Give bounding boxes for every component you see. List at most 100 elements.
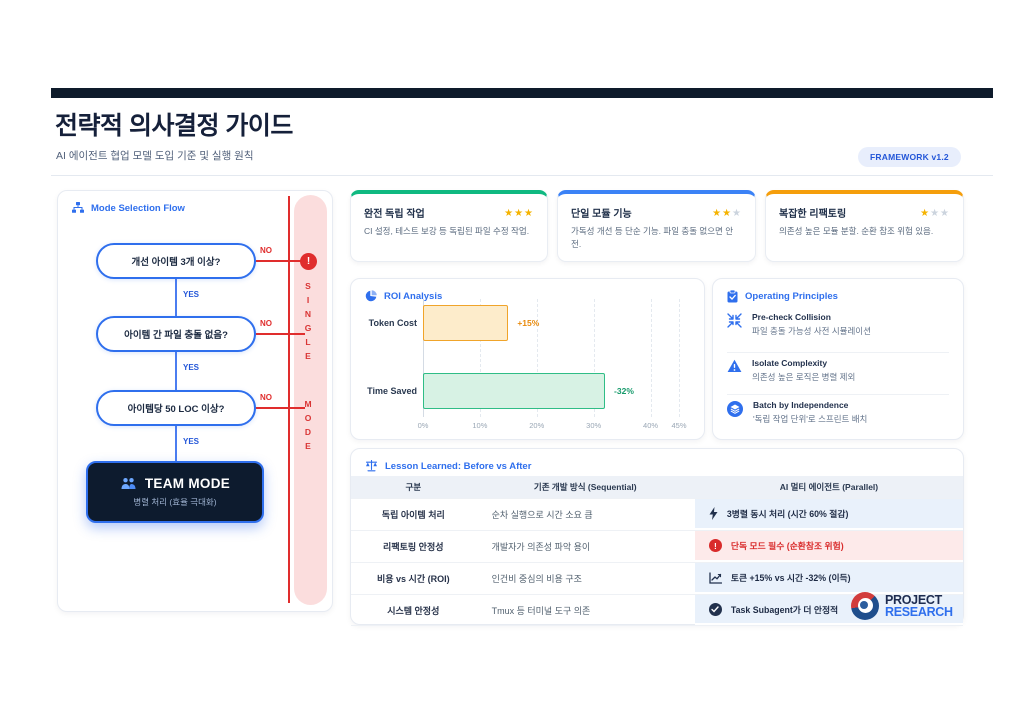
star-rating: ★★★ [712,208,742,219]
roi-plot [423,299,680,417]
check-circle-icon [708,602,722,616]
row-after-text: Task Subagent가 더 안정적 [730,604,839,615]
logo-globe-icon [851,592,879,620]
row-label: 리팩토링 안정성 [383,542,444,552]
single-mode-word-1: SINGLE [303,281,313,365]
bar-category-label: Time Saved [367,386,417,396]
ops-divider [727,352,949,353]
header-divider [51,175,993,176]
ops-panel-title: Operating Principles [745,291,838,302]
logo-line1: PROJECT [885,592,942,607]
card-complex-refactoring: 복잡한 리팩토링 ★★★ 의존성 높은 모듈 분할. 순환 참조 위험 있음. [765,190,964,262]
page-subtitle: AI 에이전트 협업 모델 도입 기준 및 실행 원칙 [56,150,254,162]
no-connector [256,333,305,335]
card-title: 복잡한 리팩토링 [779,208,847,220]
roi-analysis-panel: ROI Analysis Token Cost Time Saved +15% … [350,278,705,440]
token-cost-bar [423,305,509,341]
team-mode-subtitle: 병렬 처리 (효율 극대화) [133,497,217,507]
flow-connector [175,352,177,390]
alert-icon: ! [300,253,317,270]
yes-label: YES [183,437,200,446]
row-before: 개발자가 의존성 파악 용이 [491,542,591,552]
operating-principles-panel: Operating Principles Pre-check Collision… [712,278,964,440]
top-accent-bar [51,88,993,98]
column-header: AI 멀티 에이전트 (Parallel) [779,482,879,492]
logo-line2: RESEARCH [885,605,953,619]
scale-icon [365,460,378,472]
row-after-text: 3병렬 동시 처리 (시간 60% 절감) [726,509,849,519]
roi-xaxis: 0% 10% 20% 30% 40% 45% [417,421,687,430]
principle-desc: 파일 충돌 가능성 사전 시뮬레이션 [752,326,871,336]
table-row: 비용 vs 시간 (ROI) 인건비 중심의 비용 구조 토큰 +15% vs … [351,562,963,594]
sitemap-icon [72,202,84,213]
flow-panel-title: Mode Selection Flow [91,202,185,214]
decision-node-loc: 아이템당 50 LOC 이상? [96,390,256,426]
bolt-icon [709,507,718,520]
principle-item: Pre-check Collision 파일 충돌 가능성 사전 시뮬레이션 [727,312,951,337]
table-panel-title: Lesson Learned: Before vs After [385,460,532,472]
yes-label: YES [183,363,200,372]
table-row: 독립 아이템 처리 순차 실행으로 시간 소요 큼 3병렬 동시 처리 (시간 … [351,498,963,530]
single-mode-word-2: MODE [303,399,313,455]
no-connector [256,407,305,409]
card-description: 의존성 높은 모듈 분할. 순환 참조 위험 있음. [779,226,934,236]
ops-divider [727,394,949,395]
row-after-text: 토큰 +15% vs 시간 -32% (이득) [730,573,851,583]
principle-title: Isolate Complexity [752,358,828,368]
flow-connector [175,279,177,316]
clipboard-check-icon [727,290,738,303]
star-rating: ★★★ [504,208,534,219]
row-after: ! 단독 모드 필수 (순환참조 위험) [694,531,963,562]
decision-node-items: 개선 아이템 3개 이상? [96,243,256,279]
project-research-logo: PROJECT RESEARCH [851,592,953,620]
compress-icon [727,313,742,328]
framework-version-badge: FRAMEWORK v1.2 [858,147,961,167]
row-label: 독립 아이템 처리 [381,510,445,520]
ops-panel-header: Operating Principles [727,290,838,303]
yes-label: YES [183,290,200,299]
token-cost-value: +15% [517,318,540,328]
card-description: 가독성 개선 등 단순 기능. 파일 충돌 없으면 안전. [571,226,734,250]
row-before: Tmux 등 터미널 도구 의존 [491,605,591,616]
column-header: 기존 개발 방식 (Sequential) [533,482,637,492]
roi-panel-title: ROI Analysis [384,290,443,302]
page-title: 전략적 의사결정 가이드 [55,112,293,140]
row-after: 토큰 +15% vs 시간 -32% (이득) [694,563,963,594]
chart-line-icon [709,571,722,584]
no-connector [256,260,305,262]
flow-panel-header: Mode Selection Flow [72,202,185,214]
single-mode-line [288,196,290,603]
warning-icon [727,359,742,372]
team-mode-result-box: TEAM MODE 병렬 처리 (효율 극대화) [86,461,264,523]
card-single-module: 단일 모듈 기능 ★★★ 가독성 개선 등 단순 기능. 파일 충돌 없으면 안… [557,190,756,262]
row-before: 인건비 중심의 비용 구조 [491,574,582,584]
principle-item: Isolate Complexity 의존성 높은 로직은 병렬 제외 [727,358,951,383]
roi-panel-header: ROI Analysis [365,290,442,302]
time-saved-value: -32% [614,386,634,396]
column-header: 구분 [405,482,422,492]
no-label: NO [260,246,272,255]
principle-desc: 의존성 높은 로직은 병렬 제외 [752,372,856,382]
flow-connector [175,426,177,461]
row-after-text: 단독 모드 필수 (순환참조 위험) [730,541,844,551]
row-label: 시스템 안정성 [387,605,440,616]
team-mode-title: TEAM MODE [144,476,231,491]
no-label: NO [260,319,272,328]
table-panel-header: Lesson Learned: Before vs After [365,460,531,472]
card-title: 완전 독립 작업 [364,208,425,220]
table-column-headers: 구분 기존 개발 방식 (Sequential) AI 멀티 에이전트 (Par… [351,476,963,498]
card-title: 단일 모듈 기능 [571,208,632,220]
row-after: Task Subagent가 더 안정적 [694,595,963,625]
principle-desc: '독립 작업 단위'로 스프린트 배치 [753,414,868,424]
mode-selection-flow-panel: Mode Selection Flow ! SINGLE MODE YES YE… [57,190,333,612]
row-label: 비용 vs 시간 (ROI) [376,574,450,584]
card-independent-work: 완전 독립 작업 ★★★ CI 설정, 테스트 보강 등 독립된 파일 수정 작… [350,190,548,262]
table-row: 시스템 안정성 Tmux 등 터미널 도구 의존 Task Subagent가 … [351,594,963,626]
pie-chart-icon [365,290,377,302]
table-row: 리팩토링 안정성 개발자가 의존성 파악 용이 ! 단독 모드 필수 (순환참조… [351,530,963,562]
principle-item: Batch by Independence '독립 작업 단위'로 스프린트 배… [727,400,951,425]
card-description: CI 설정, 테스트 보강 등 독립된 파일 수정 작업. [364,226,530,236]
time-saved-bar [423,373,606,409]
bar-category-label: Token Cost [368,318,417,328]
